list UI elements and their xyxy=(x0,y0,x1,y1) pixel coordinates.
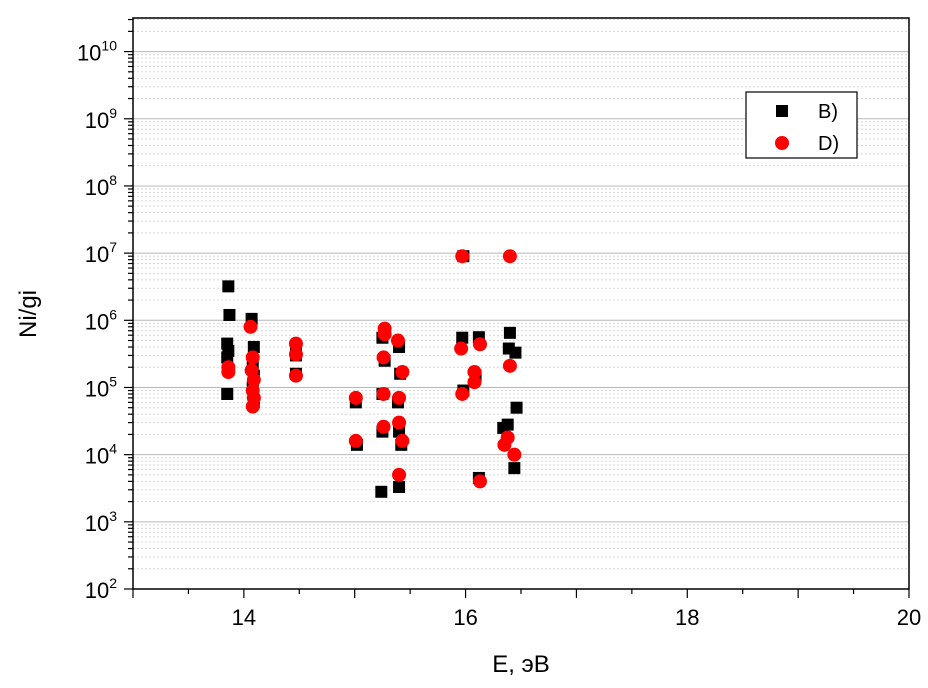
y-axis-title: Ni/gi xyxy=(15,290,42,338)
data-points xyxy=(221,249,523,498)
y-tick-label: 103 xyxy=(85,508,117,536)
x-tick-label: 14 xyxy=(232,605,256,630)
axes xyxy=(124,17,910,598)
y-tick-label: 107 xyxy=(85,239,117,267)
series-d xyxy=(221,249,522,489)
y-tick-label: 108 xyxy=(85,172,117,200)
data-point xyxy=(472,474,487,489)
x-tick-label: 18 xyxy=(675,605,699,630)
data-point xyxy=(456,331,469,344)
data-point xyxy=(509,346,522,359)
data-point xyxy=(455,386,470,401)
legend-label: B) xyxy=(818,101,838,123)
data-point xyxy=(245,399,260,414)
data-point xyxy=(454,341,469,356)
data-point xyxy=(390,333,405,348)
legend: B) D) xyxy=(745,91,858,159)
data-point xyxy=(247,341,260,354)
x-tick-label: 16 xyxy=(453,605,477,630)
data-point xyxy=(455,249,470,264)
data-point xyxy=(393,480,406,493)
data-point xyxy=(377,327,392,342)
data-point xyxy=(507,447,522,462)
y-tick-label: 1010 xyxy=(77,38,117,66)
legend-marker xyxy=(775,136,789,150)
data-point xyxy=(376,419,391,434)
data-point xyxy=(508,462,521,475)
legend-label: D) xyxy=(818,133,839,155)
data-point xyxy=(245,312,258,325)
tick-labels: 14 16 18 20 102 103 104 105 106 107 108 109 1010 xyxy=(77,38,921,630)
legend-marker xyxy=(776,105,788,117)
x-axis-title: E, эВ xyxy=(492,651,550,678)
data-point xyxy=(221,364,236,379)
data-point xyxy=(395,433,410,448)
x-tick-label: 20 xyxy=(897,605,921,630)
y-tick-label: 104 xyxy=(85,441,117,469)
grid-lines xyxy=(133,19,909,570)
y-tick-label: 106 xyxy=(85,306,117,334)
data-point xyxy=(467,364,482,379)
y-tick-label: 102 xyxy=(85,575,117,603)
data-point xyxy=(503,326,516,339)
data-point xyxy=(348,390,363,405)
data-point xyxy=(348,433,363,448)
data-point xyxy=(497,437,512,452)
y-tick-label: 109 xyxy=(85,105,117,133)
data-point xyxy=(392,467,407,482)
data-point xyxy=(375,485,388,498)
data-point xyxy=(222,280,235,293)
data-point xyxy=(510,401,523,414)
data-point xyxy=(221,351,234,364)
data-point xyxy=(376,350,391,365)
data-point xyxy=(288,336,303,351)
data-point xyxy=(502,249,517,264)
data-point xyxy=(223,308,236,321)
y-tick-label: 105 xyxy=(85,373,117,401)
data-point xyxy=(376,386,391,401)
data-point xyxy=(246,372,261,387)
data-point xyxy=(245,350,260,365)
data-point xyxy=(392,390,407,405)
legend-box xyxy=(745,91,858,159)
data-point xyxy=(502,358,517,373)
data-point xyxy=(288,368,303,383)
data-point xyxy=(221,387,234,400)
data-point xyxy=(395,364,410,379)
data-point xyxy=(392,415,407,430)
data-point xyxy=(467,375,482,390)
data-point xyxy=(288,347,303,362)
data-point xyxy=(472,337,487,352)
data-point xyxy=(243,319,258,334)
